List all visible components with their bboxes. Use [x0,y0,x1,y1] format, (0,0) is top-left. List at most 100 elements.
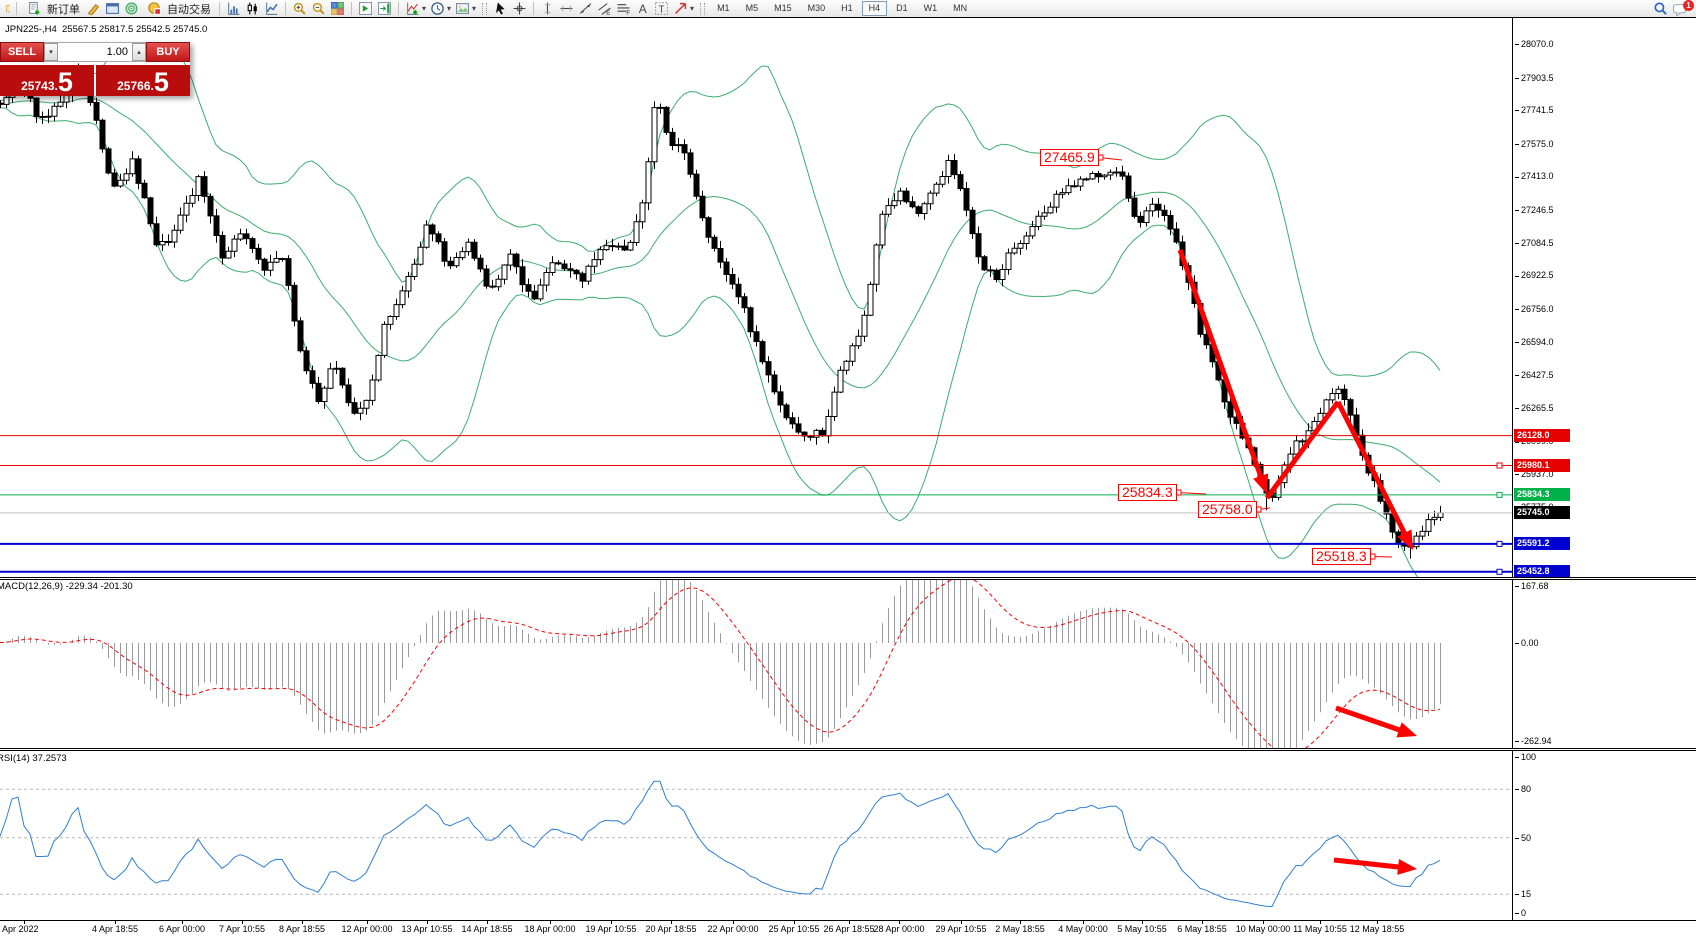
time-label: 28 Apr 00:00 [873,924,925,934]
timeframe-m5[interactable]: M5 [745,3,759,13]
timeframe-m15[interactable]: M15 [774,3,792,13]
panel-separator[interactable] [0,577,1696,580]
price-tick: 27084.5 [1515,238,1554,248]
price-axis: 28070.0 27903.5 27741.5 27575.0 27413.0 27246… [1512,17,1696,921]
auto-scroll-icon[interactable] [358,1,373,16]
sell-price-main: 25743 [21,79,55,93]
volume-increase-button[interactable] [132,43,146,61]
toolbar-separator [351,2,352,15]
timeframe-mn[interactable]: MN [953,3,968,13]
rsi-panel[interactable] [0,751,1512,920]
bar-chart-icon[interactable] [226,1,241,16]
time-label: 20 Apr 18:55 [645,924,697,934]
time-label: 29 Apr 10:55 [935,924,987,934]
buy-price-big: 5 [153,67,169,97]
timeframe-w1[interactable]: W1 [923,3,938,13]
periods-dropdown-icon[interactable] [447,4,451,13]
price-badge: 25980.1 [1514,458,1570,472]
time-label: 14 Apr 18:55 [461,924,513,934]
time-label: 4 May 00:00 [1058,924,1108,934]
price-tick: 0.00 [1515,638,1539,648]
zoom-out-icon[interactable] [311,1,326,16]
time-label: 11 May 10:55 [1293,924,1347,934]
arrows-dropdown-icon[interactable] [690,4,694,13]
timeframe-h4[interactable]: H4 [861,1,888,16]
time-label: 19 Apr 10:55 [585,924,637,934]
timeframe-d1[interactable]: D1 [896,3,908,13]
tile-windows-icon[interactable] [330,1,345,16]
price-tick: 26265.5 [1515,403,1554,413]
horizontal-line-icon[interactable] [559,1,574,16]
time-label: 6 May 18:55 [1177,924,1227,934]
price-annotation[interactable]: 27465.9 [1040,149,1099,166]
clipped-icon[interactable] [2,1,10,16]
time-tick [1320,921,1321,924]
panel-separator[interactable] [0,748,1696,751]
volume-decrease-button[interactable] [44,43,58,61]
timeframe-m1[interactable]: M1 [717,3,730,13]
price-annotation[interactable]: 25518.3 [1312,548,1371,565]
periods-icon[interactable] [430,1,445,16]
sell-price-big: 5 [57,67,73,97]
price-tick: 27575.0 [1515,139,1554,149]
timeframe-h1[interactable]: H1 [841,3,853,13]
channel-icon[interactable]: E [597,1,612,16]
cursor-icon[interactable] [493,1,508,16]
line-chart-icon[interactable] [264,1,279,16]
crosshair-icon[interactable] [512,1,527,16]
time-tick [550,921,551,924]
arrows-icon[interactable] [673,1,688,16]
time-label: 4 Apr 18:55 [91,924,139,934]
text-label-icon[interactable]: T [654,1,669,16]
time-tick [242,921,243,924]
search-icon[interactable] [1653,1,1668,16]
time-tick [1263,921,1264,924]
indicators-icon[interactable] [405,1,420,16]
price-tick: -262.94 [1515,736,1552,746]
time-label: 18 Apr 00:00 [524,924,576,934]
templates-dropdown-icon[interactable] [472,4,476,13]
toolbar-grip[interactable] [700,2,706,15]
price-annotation[interactable]: 25758.0 [1198,501,1257,518]
candlestick-chart-icon[interactable] [245,1,260,16]
volume-input[interactable] [58,43,132,61]
time-label: 25 Apr 10:55 [768,924,820,934]
price-tick: 25937.0 [1515,469,1554,479]
text-icon[interactable]: A [635,1,650,16]
chart-shift-icon[interactable] [377,1,392,16]
main-chart[interactable] [0,18,1512,577]
svg-text:F: F [626,9,630,15]
templates-icon[interactable] [455,1,470,16]
time-tick [1020,921,1021,924]
signals-icon[interactable] [124,1,139,16]
buy-price-display[interactable]: 25766. 5 [96,65,190,96]
zoom-in-icon[interactable] [292,1,307,16]
sell-price-display[interactable]: 25743. 5 [0,65,94,96]
price-tick: 26922.5 [1515,270,1554,280]
price-badge: 26128.0 [1514,429,1570,443]
sell-price-dot: . [54,79,58,93]
time-tick [24,921,25,924]
price-annotation[interactable]: 25834.3 [1118,484,1177,501]
indicators-dropdown-icon[interactable] [422,4,426,13]
buy-price-dot: . [150,79,154,93]
time-label: 7 Apr 10:55 [218,924,266,934]
macd-panel[interactable] [0,580,1512,748]
sell-button[interactable]: SELL [0,42,44,62]
data-window-icon[interactable] [105,1,120,16]
timeframe-m30[interactable]: M30 [807,3,826,13]
fibonacci-icon[interactable]: F [616,1,631,16]
chart-ohlc-label: JPN225-,H4 25567.5 25817.5 25542.5 25745… [5,24,208,35]
metaeditor-icon[interactable] [86,1,101,16]
autotrading-button[interactable]: 自动交易 [141,1,215,17]
trendline-icon[interactable] [578,1,593,16]
toolbar-grip[interactable] [482,2,488,15]
notifications-button[interactable]: 1 [1670,0,1694,17]
time-label: 5 May 10:55 [1117,924,1167,934]
svg-text:T: T [659,4,665,15]
new-order-icon [27,1,42,16]
price-tick: 27741.5 [1515,105,1554,115]
vertical-line-icon[interactable] [540,1,555,16]
new-order-button[interactable]: 新订单 [21,1,84,17]
buy-button[interactable]: BUY [146,42,190,62]
